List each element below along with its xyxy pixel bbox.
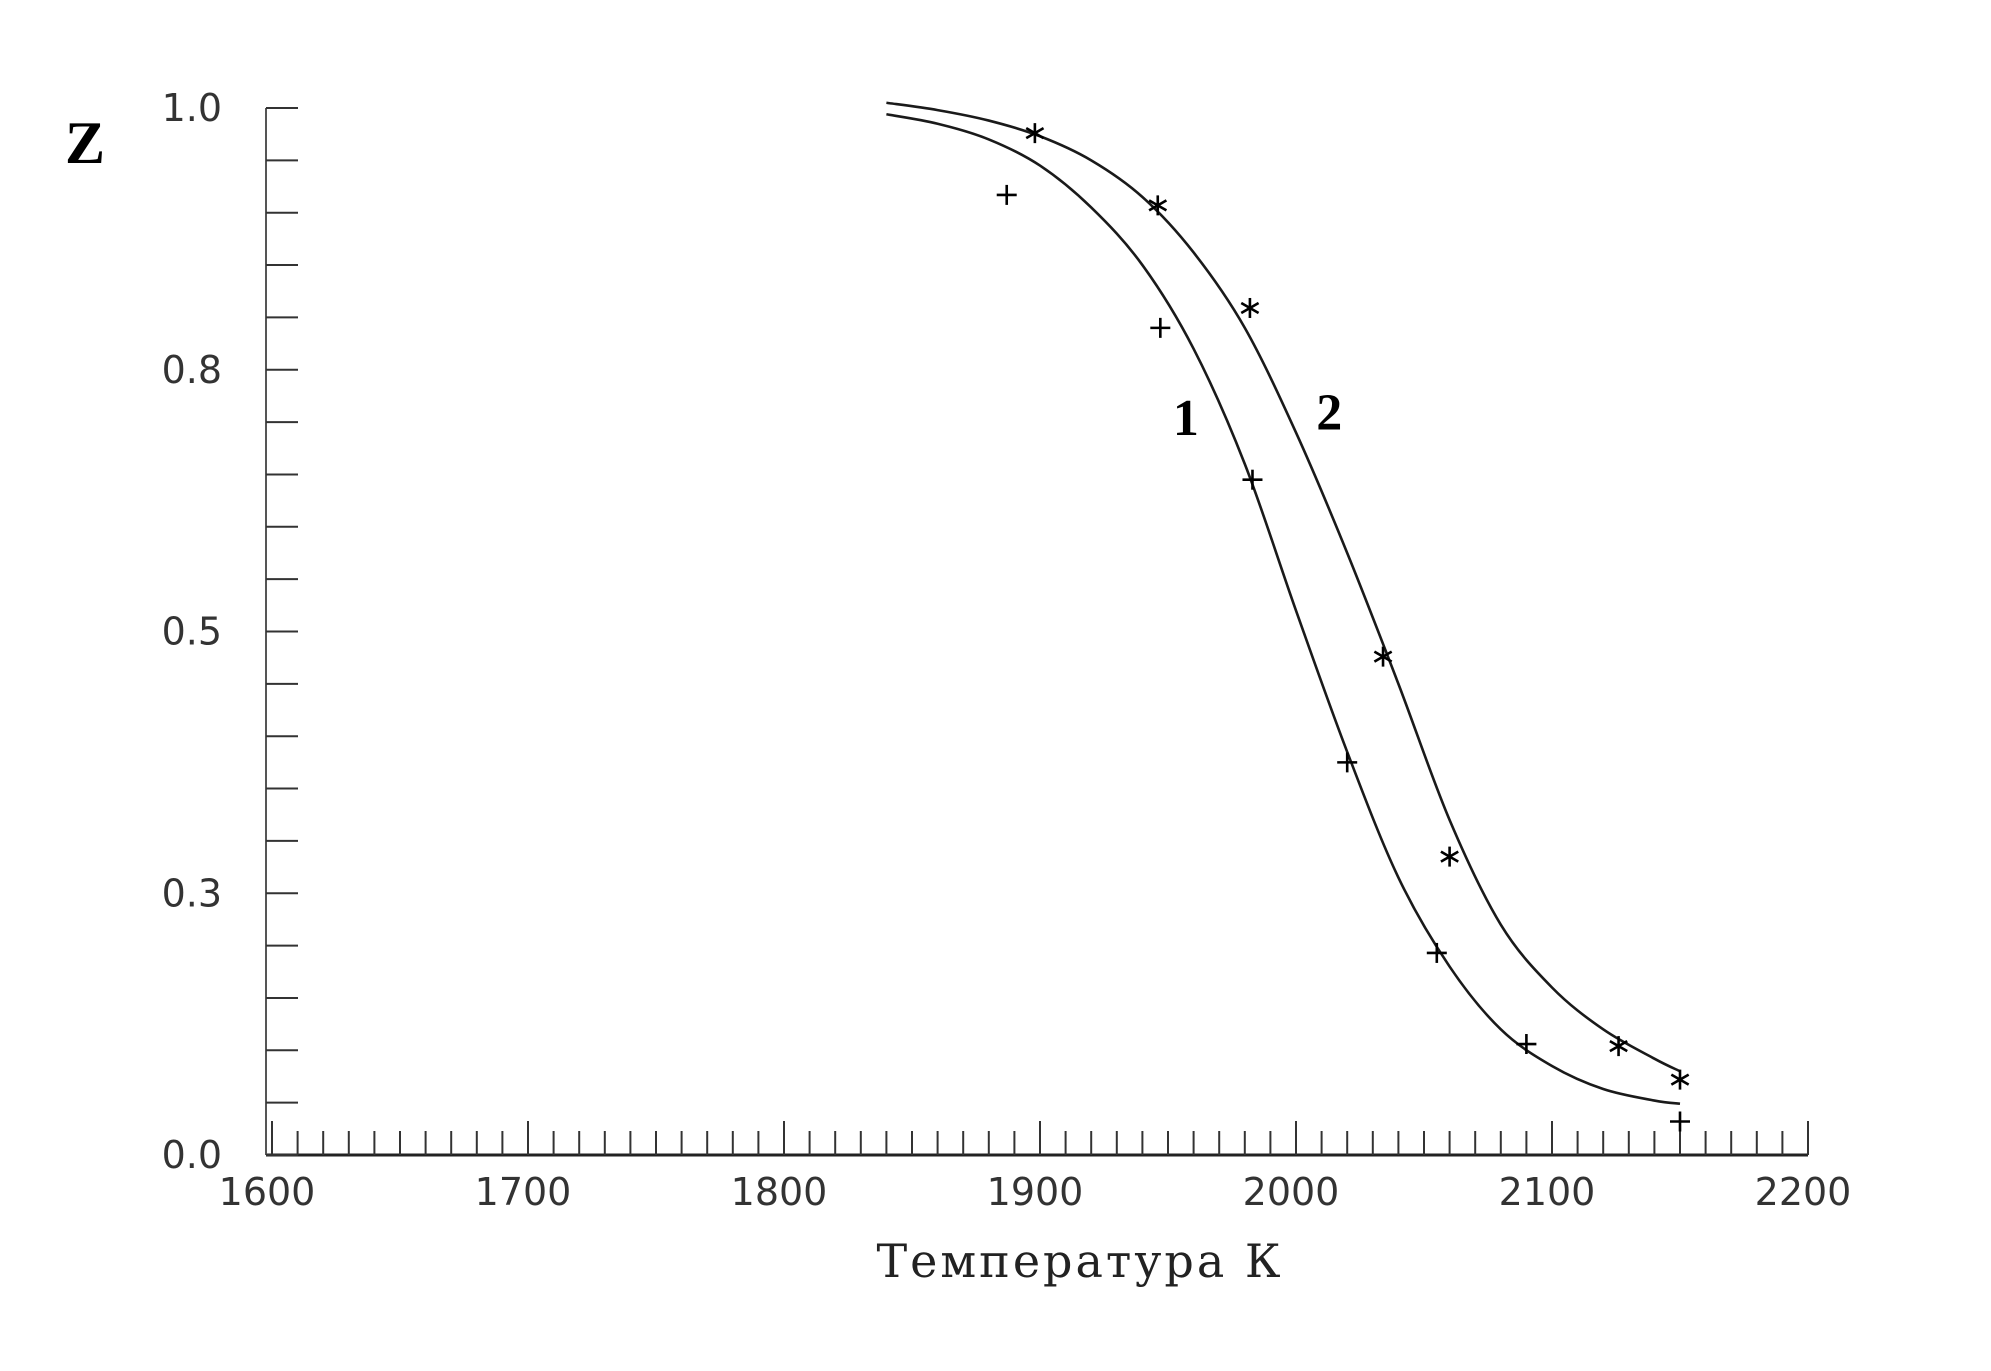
y-tick-label: 0.3 — [162, 871, 222, 915]
curve-label: 2 — [1316, 385, 1342, 442]
plus-marker — [1242, 469, 1263, 490]
axes: 1600 1700 1800 1900 2000 2100 2200 0.0 0.3 0.5 0.8… — [162, 86, 1852, 1214]
asterisk-marker — [1670, 1069, 1690, 1090]
x-axis-label: Температура К — [876, 1234, 1283, 1288]
curve-label: 1 — [1173, 390, 1199, 447]
y-tick-label: 0.8 — [162, 348, 222, 392]
plus-marker — [1426, 942, 1447, 963]
y-tick-label: 0.0 — [162, 1133, 222, 1177]
marker-stroke — [1148, 199, 1168, 212]
asterisk-marker — [1148, 195, 1168, 216]
marker-stroke — [1373, 650, 1393, 663]
asterisk-marker — [1440, 846, 1459, 867]
asterisk-marker — [1373, 646, 1393, 667]
x-tick-label: 2000 — [1243, 1170, 1340, 1214]
x-tick-label: 2100 — [1499, 1170, 1596, 1214]
fit-curves — [886, 101, 1681, 1105]
x-tick-label: 1800 — [731, 1170, 828, 1214]
marker-stroke — [1240, 301, 1260, 315]
plus-marker — [1150, 317, 1171, 338]
y-tick-label: 1.0 — [162, 86, 222, 130]
plus-marker — [1516, 1034, 1537, 1055]
x-tick-label: 2200 — [1755, 1170, 1852, 1214]
asterisk-marker — [1025, 123, 1045, 144]
y-axis-label: Z — [65, 110, 105, 176]
x-tick-label: 1700 — [475, 1170, 572, 1214]
fit-curve-2 — [886, 101, 1681, 1073]
asterisk-marker — [1609, 1036, 1628, 1057]
marker-stroke — [1670, 1073, 1690, 1086]
plus-marker — [1337, 752, 1358, 773]
marker-stroke — [1440, 850, 1459, 863]
marker-stroke — [1025, 127, 1045, 140]
plus-marker — [996, 184, 1017, 205]
chart-labels: Z Температура К 1 2 — [65, 110, 1342, 1288]
x-tick-label: 1900 — [987, 1170, 1084, 1214]
fit-curve-1 — [886, 113, 1681, 1105]
asterisk-marker — [1240, 297, 1260, 318]
x-tick-label: 1600 — [219, 1170, 316, 1214]
data-markers — [996, 123, 1690, 1132]
y-tick-label: 0.5 — [162, 610, 222, 654]
marker-stroke — [1609, 1039, 1628, 1053]
plus-marker — [1670, 1111, 1690, 1132]
